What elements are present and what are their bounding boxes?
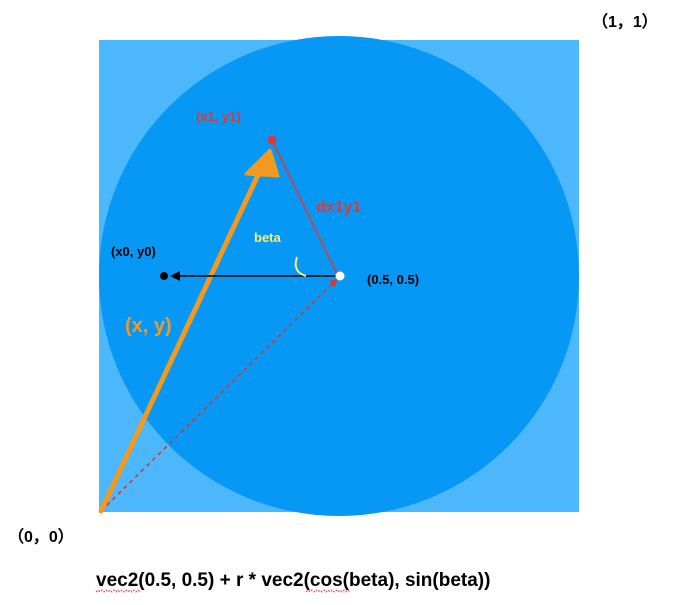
formula-vec2-first: vec2 (96, 570, 138, 591)
beta-angle-arc (294, 256, 307, 277)
dx1y1-vector-line (271, 139, 339, 277)
corner-label-bottom-left: （0，0） (8, 528, 74, 546)
x1y1-point (267, 135, 277, 145)
x0y0-label: (x0, y0) (111, 244, 156, 259)
beta-label: beta (254, 230, 282, 245)
x1y1-label: (x1, y1) (196, 109, 241, 124)
center-label: (0.5, 0.5) (367, 272, 419, 287)
formula-center-term: (0.5, 0.5) + r * (138, 570, 261, 591)
formula-direction-term: (cos(beta), sin(beta)) (304, 570, 491, 591)
corner-label-top-right: （1，1） (592, 13, 658, 31)
xy-vector-line (98, 172, 261, 514)
xy-vector-label: (x, y) (125, 315, 172, 337)
xy-vector-arrowhead (244, 148, 280, 178)
origin-to-center-dashed-line (100, 278, 338, 512)
formula-vec2-second: vec2 (261, 570, 303, 591)
center-point (335, 271, 345, 281)
x0y0-point (160, 272, 168, 280)
formula-text: vec2(0.5, 0.5) + r * vec2(cos(beta), sin… (96, 570, 490, 591)
dx1y1-label: dx1y1 (316, 199, 361, 216)
